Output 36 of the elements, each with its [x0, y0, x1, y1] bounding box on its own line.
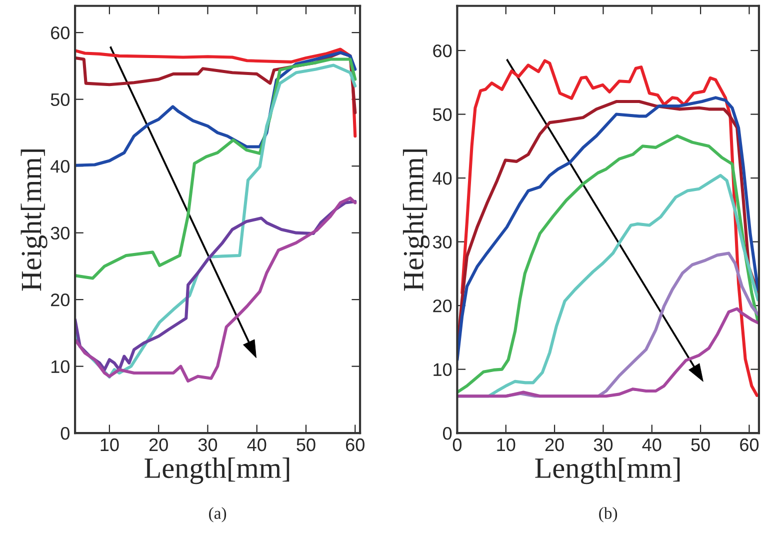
x-axis-title: Length[mm]: [535, 458, 680, 484]
x-tick-label: 0: [452, 438, 462, 452]
y-tick-label: 60: [433, 44, 452, 58]
y-tick-label: 50: [50, 93, 70, 106]
x-tick-label: 30: [198, 438, 218, 452]
y-tick-label: 30: [432, 236, 452, 249]
y-axis-title: Height[mm]: [402, 150, 430, 291]
x-tick-label: 10: [100, 438, 119, 452]
y-tick-label: 10: [434, 363, 452, 376]
y-tick-label: 40: [50, 160, 70, 173]
x-tick-label: 50: [296, 438, 316, 452]
y-tick-label: 50: [432, 108, 452, 121]
y-tick-label: 20: [433, 299, 452, 312]
y-tick-label: 60: [51, 26, 70, 40]
y-tick-label: 30: [50, 226, 70, 240]
x-tick-label: 10: [497, 438, 516, 452]
x-tick-label: 40: [642, 438, 662, 452]
y-tick-label: 20: [51, 294, 70, 306]
y-tick-label: 0: [443, 427, 452, 440]
y-tick-label: 10: [51, 360, 70, 374]
text: (a): [209, 507, 226, 522]
x-tick-label: 30: [594, 438, 613, 452]
x-tick-label: 60: [740, 438, 759, 452]
line-series: [460, 59, 759, 397]
y-tick-label: 40: [432, 172, 452, 185]
x-tick-label: 40: [247, 438, 266, 452]
y-tick-label: 0: [60, 427, 70, 440]
x-tick-label: 50: [691, 438, 710, 452]
y-axis-title: Height[mm]: [20, 150, 48, 291]
x-tick-label: 60: [346, 438, 364, 452]
x-tick-label: 20: [545, 438, 564, 452]
text: (b): [599, 507, 618, 522]
line-series: [457, 307, 759, 398]
x-axis-title: Length[mm]: [144, 458, 290, 484]
line-series: [457, 134, 759, 394]
x-tick-label: 20: [149, 438, 168, 452]
